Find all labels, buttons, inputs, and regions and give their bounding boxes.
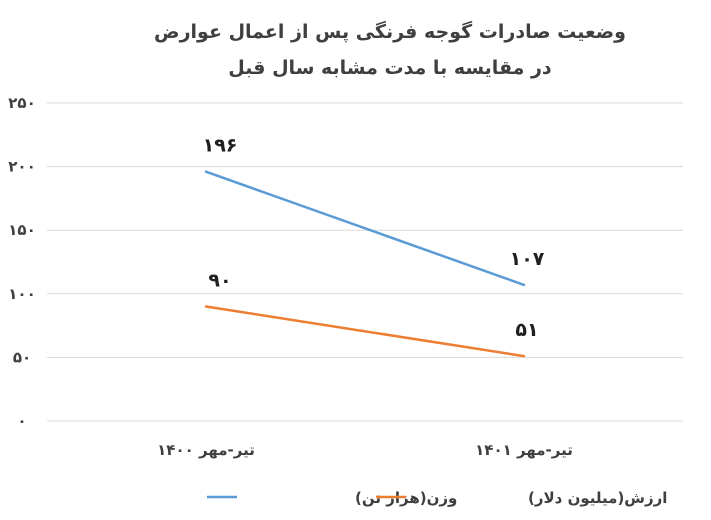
x-category-label: تیر-مهر ۱۴۰۰ <box>157 441 255 459</box>
y-tick-label: ۰ <box>17 412 26 430</box>
x-axis-categories: تیر-مهر ۱۴۰۰ تیر-مهر ۱۴۰۱ <box>157 441 573 459</box>
data-label: ۹۰ <box>208 270 231 292</box>
legend-label: وزن(هزار تن) <box>355 489 457 507</box>
y-tick-label: ۲۵۰ <box>8 94 35 112</box>
y-tick-label: ۵۰ <box>13 348 31 366</box>
data-label: ۱۹۶ <box>203 135 238 157</box>
gridlines <box>47 102 683 422</box>
data-label: ۵۱ <box>515 319 538 341</box>
y-axis-ticks: ۰ ۵۰ ۱۰۰ ۱۵۰ ۲۰۰ ۲۵۰ <box>8 94 35 430</box>
legend-label: ارزش(میلیون دلار) <box>528 489 667 507</box>
chart-title: وضعیت صادرات گوجه فرنگی پس از اعمال عوار… <box>154 21 626 79</box>
y-tick-label: ۲۰۰ <box>8 158 35 176</box>
series-line <box>204 170 526 287</box>
data-label: ۱۰۷ <box>510 248 545 270</box>
y-tick-label: ۱۰۰ <box>8 285 35 303</box>
x-category-label: تیر-مهر ۱۴۰۱ <box>475 441 573 459</box>
series-line <box>204 305 526 358</box>
series-lines <box>204 170 526 358</box>
legend: وزن(هزار تن) ارزش(میلیون دلار) <box>207 489 667 507</box>
y-tick-label: ۱۵۰ <box>8 221 35 239</box>
data-labels: ۱۹۶ ۱۰۷ ۹۰ ۵۱ <box>203 135 545 341</box>
